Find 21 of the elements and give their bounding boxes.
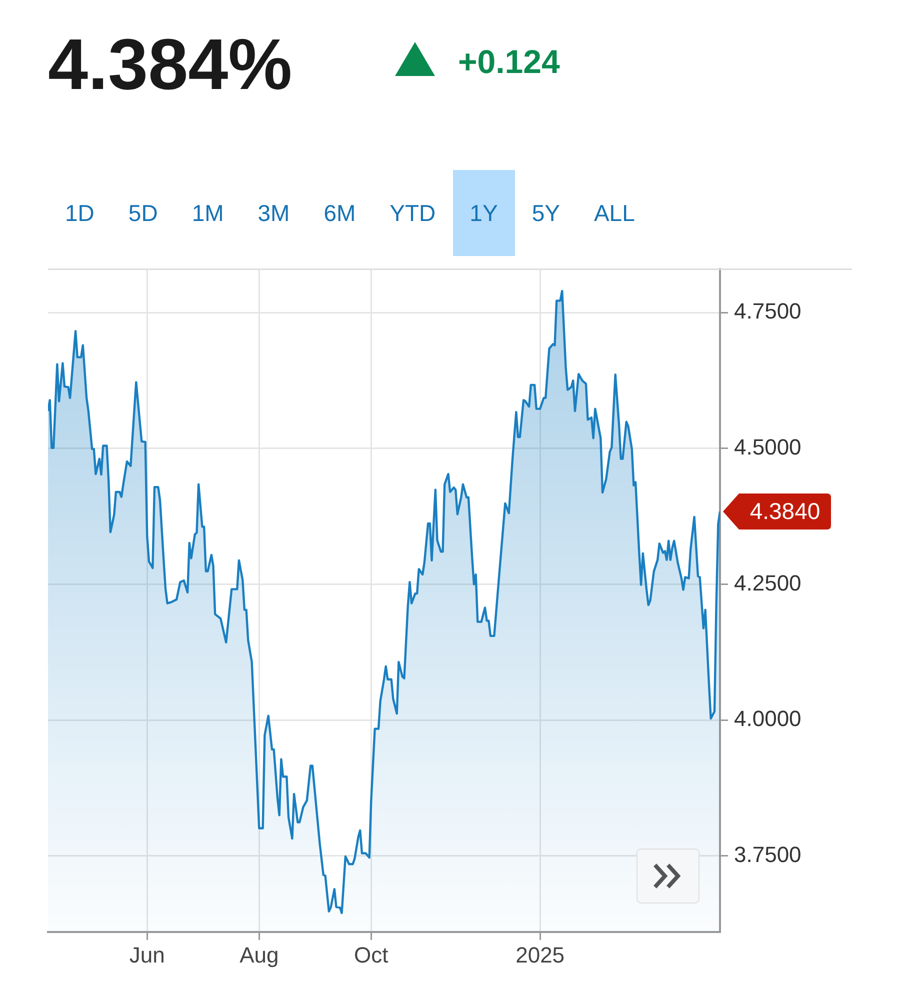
x-tick-label: 2025 [516,942,565,968]
chart-subtitle: +0.124 [458,42,560,82]
text: 1M [190,199,225,228]
text: YTD [388,199,437,228]
y-tick-label: 4.5000 [734,434,802,460]
chart-title: 4.384% [48,24,292,107]
x-tick-label: Jun [129,942,165,968]
text: ALL [592,199,636,228]
text: 5Y [530,199,561,228]
text: 6M [322,199,357,228]
text: 3M [256,199,291,228]
text: 1D [64,199,96,228]
annotation: 4.3840 [750,498,820,524]
text: 5D [127,199,159,228]
x-tick-label: Aug [240,942,279,968]
y-tick-label: 4.0000 [734,706,802,732]
y-tick-label: 3.7500 [734,842,802,868]
x-tick-label: Oct [354,942,388,968]
text: 1Y [452,170,515,256]
y-tick-label: 4.7500 [734,298,802,324]
y-tick-label: 4.2500 [734,570,802,596]
